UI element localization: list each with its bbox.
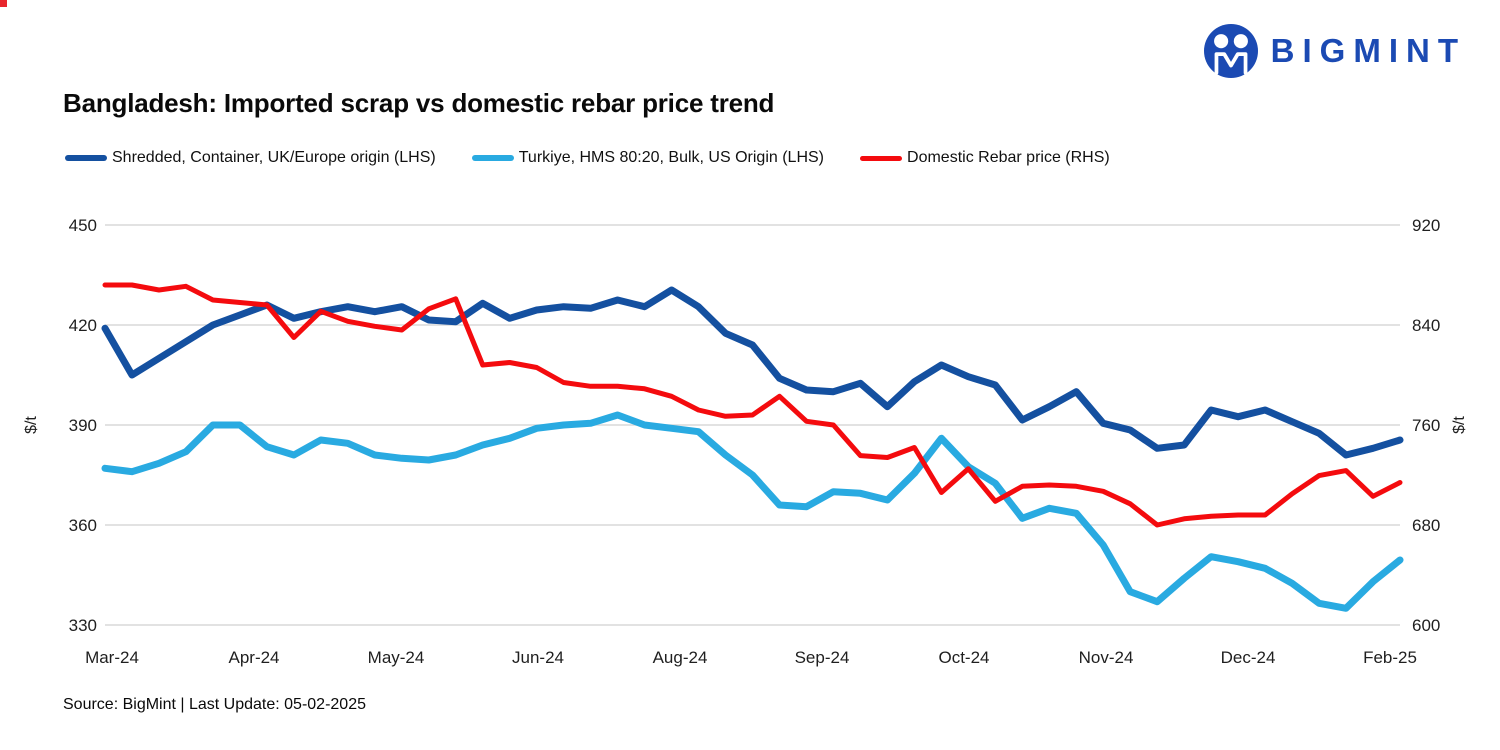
left-axis-tick-label: 450: [69, 216, 97, 235]
x-axis-tick-label: Nov-24: [1079, 648, 1134, 667]
left-axis-tick-label: 420: [69, 316, 97, 335]
right-axis-tick-label: 680: [1412, 516, 1440, 535]
x-axis-tick-label: Feb-25: [1363, 648, 1417, 667]
legend-item-turkiye: Turkiye, HMS 80:20, Bulk, US Origin (LHS…: [471, 149, 825, 167]
right-axis-tick-label: 920: [1412, 216, 1440, 235]
left-axis-tick-label: 360: [69, 516, 97, 535]
legend-marker-rebar: [860, 155, 903, 161]
x-axis-tick-label: Sep-24: [795, 648, 850, 667]
left-axis-unit-label: $/t: [23, 416, 40, 434]
legend-label-rebar: Domestic Rebar price (RHS): [907, 149, 1110, 166]
x-axis-tick-label: Dec-24: [1221, 648, 1276, 667]
x-axis-tick-label: Oct-24: [938, 648, 989, 667]
x-axis-tick-label: Jun-24: [512, 648, 564, 667]
x-axis-tick-label: Aug-24: [653, 648, 708, 667]
left-axis-tick-label: 390: [69, 416, 97, 435]
x-axis-tick-label: May-24: [368, 648, 425, 667]
chart-title: Bangladesh: Imported scrap vs domestic r…: [63, 88, 775, 118]
series-line-0: [101, 286, 1404, 459]
series-line-2: [102, 282, 1403, 528]
chart-legend: Shredded, Container, UK/Europe origin (L…: [65, 149, 1110, 167]
bigmint-logo-icon: [1203, 24, 1258, 78]
right-axis-unit-label: $/t: [1451, 416, 1468, 434]
series-line-1: [101, 411, 1404, 612]
screen-corner-marker: [0, 0, 7, 7]
legend-item-rebar: Domestic Rebar price (RHS): [860, 149, 1110, 167]
x-axis-tick-label: Apr-24: [228, 648, 279, 667]
legend-label-turkiye: Turkiye, HMS 80:20, Bulk, US Origin (LHS…: [518, 149, 825, 166]
legend-marker-turkiye: [471, 155, 514, 161]
left-axis-tick-label: 330: [69, 616, 97, 635]
legend-item-shredded: Shredded, Container, UK/Europe origin (L…: [65, 149, 436, 167]
bigmint-logo-text: BIGMINT: [1270, 32, 1466, 69]
legend-marker-shredded: [65, 155, 107, 161]
source-note: Source: BigMint | Last Update: 05-02-202…: [63, 696, 366, 713]
right-axis-tick-label: 760: [1412, 416, 1440, 435]
legend-label-shredded: Shredded, Container, UK/Europe origin (L…: [112, 149, 436, 166]
right-axis-tick-label: 600: [1412, 616, 1440, 635]
x-axis-tick-label: Mar-24: [85, 648, 139, 667]
bigmint-logo: BIGMINT: [1203, 24, 1466, 78]
right-axis-tick-label: 840: [1412, 316, 1440, 335]
